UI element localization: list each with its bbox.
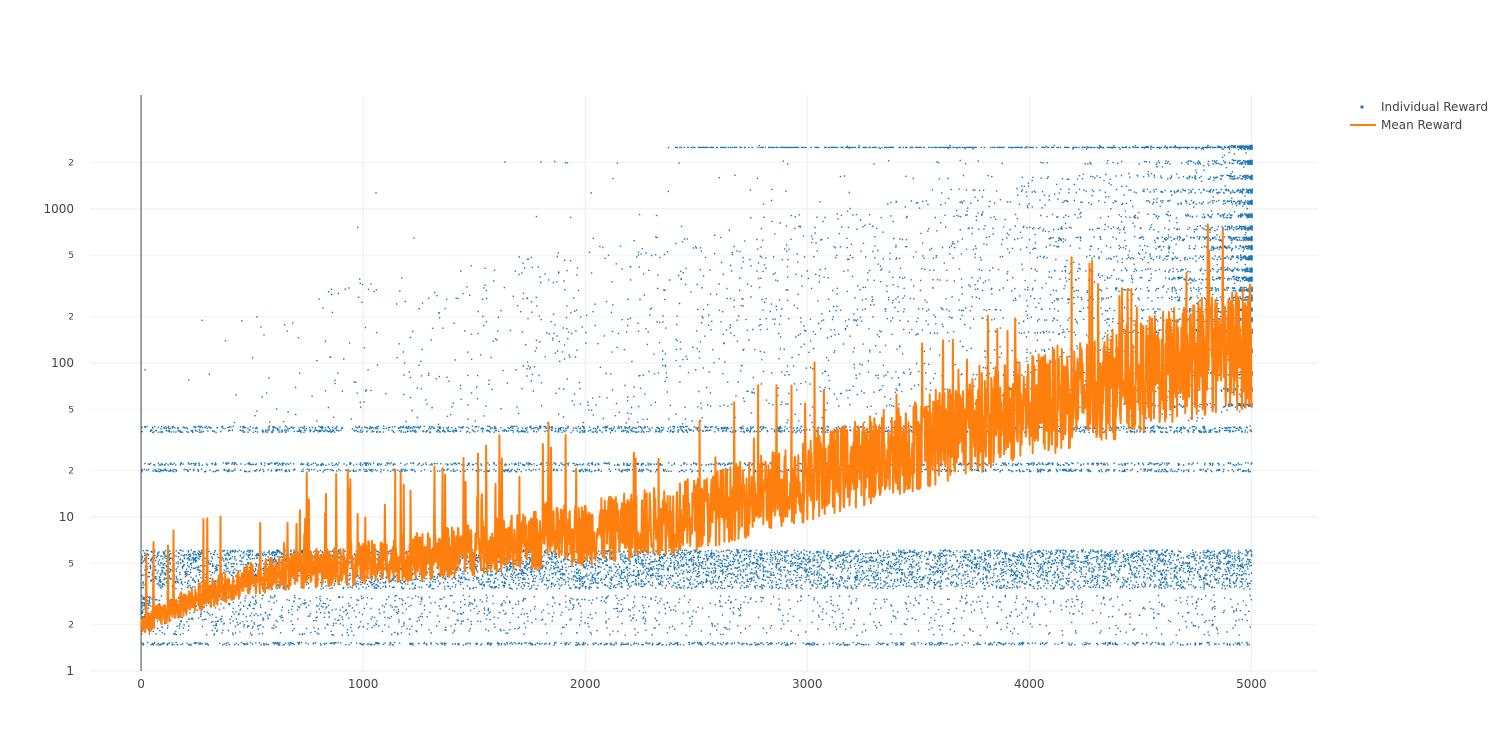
y-tick-label: 1000 [43,202,74,216]
legend-marker-individual-reward [1360,105,1364,109]
y-minor-tick-label: 2 [68,621,74,631]
legend-label-mean-reward: Mean Reward [1381,118,1462,132]
x-tick-label: 5000 [1236,677,1267,691]
legend-item-mean-reward[interactable]: Mean Reward [1350,118,1462,132]
y-minor-tick-label: 5 [68,251,74,261]
x-tick-label: 0 [137,677,145,691]
y-tick-label: 10 [59,510,74,524]
x-tick-label: 1000 [348,677,379,691]
x-tick-label: 3000 [792,677,823,691]
y-minor-tick-label: 5 [68,405,74,415]
y-minor-tick-label: 2 [68,158,74,168]
y-minor-tick-label: 2 [68,313,74,323]
y-tick-label: 1 [66,664,74,678]
y-tick-label: 100 [51,356,74,370]
x-tick-label: 4000 [1014,677,1045,691]
legend-item-individual-reward[interactable]: Individual Reward [1360,100,1488,114]
x-tick-labels: 0 1000 2000 3000 4000 5000 [137,677,1266,691]
mean-reward-line [140,223,1253,633]
y-minor-tick-label: 5 [68,559,74,569]
y-tick-labels: 1 10 100 1000 2 5 2 5 2 5 2 [43,158,74,678]
legend-label-individual-reward: Individual Reward [1381,100,1488,114]
legend[interactable]: Individual Reward Mean Reward [1350,100,1488,132]
y-minor-tick-label: 2 [68,467,74,477]
mean-reward-series [140,223,1253,633]
x-tick-label: 2000 [570,677,601,691]
